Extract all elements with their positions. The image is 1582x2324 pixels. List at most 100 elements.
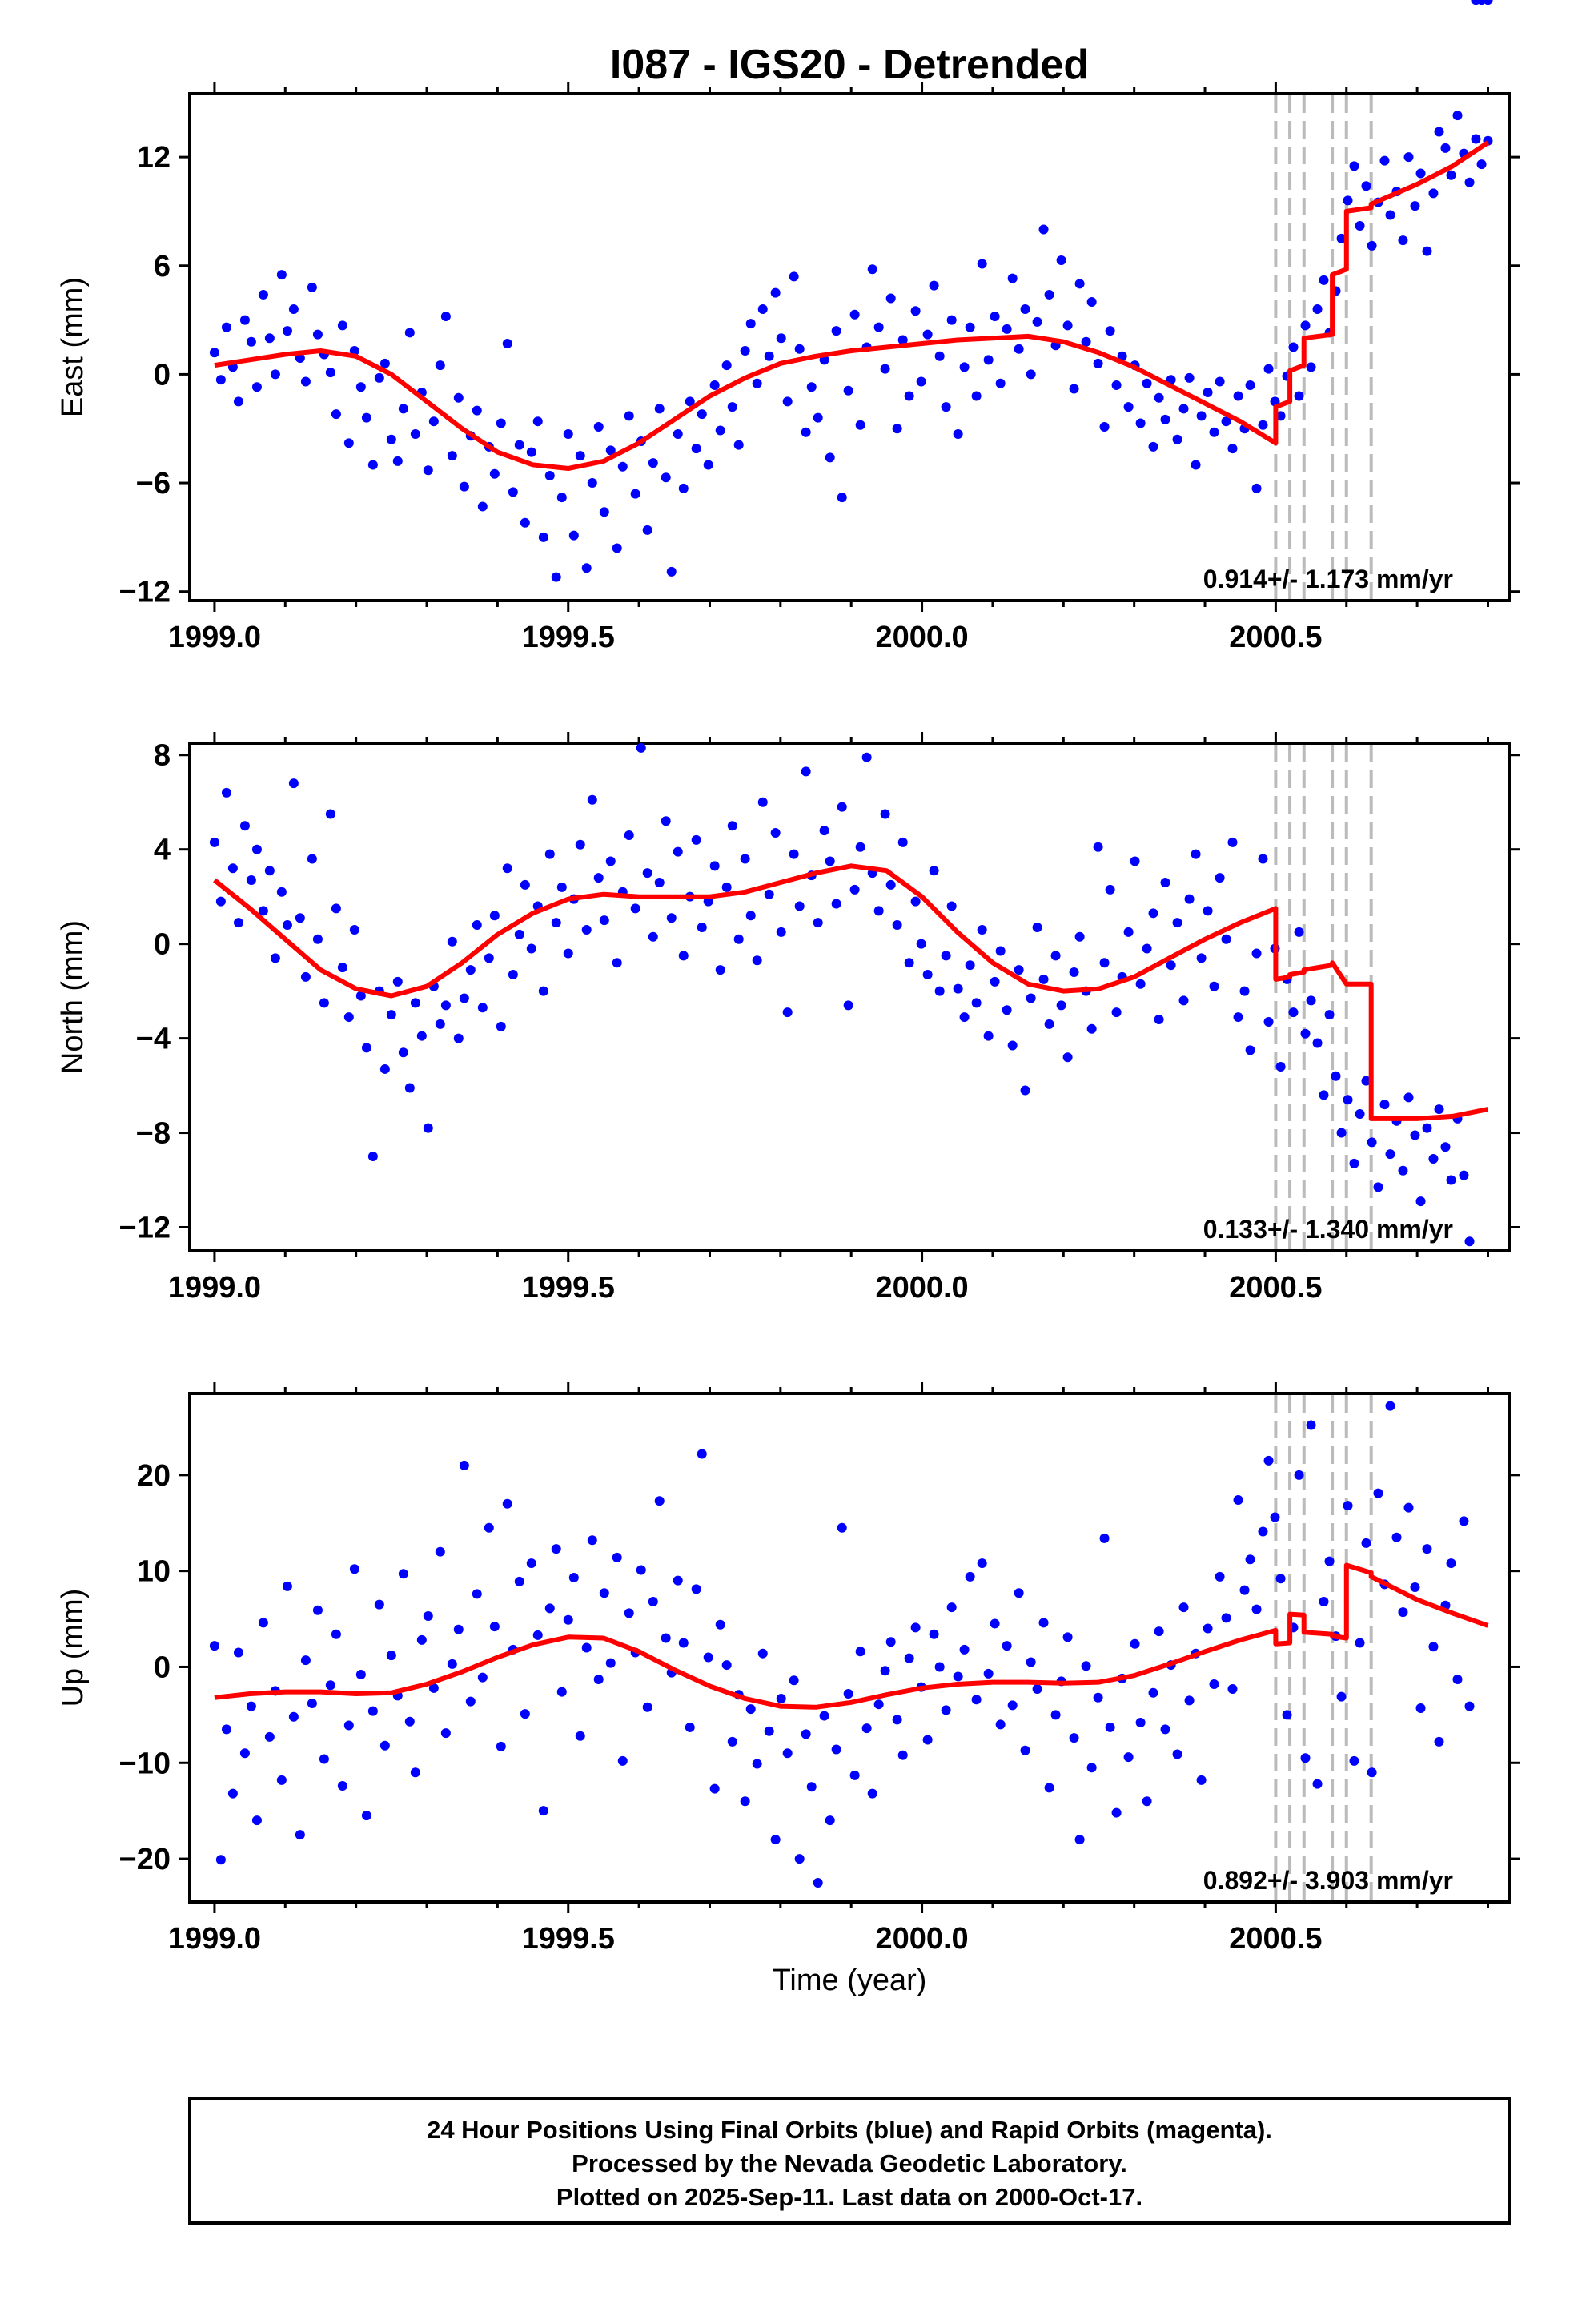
up-data-point (568, 1573, 579, 1583)
up-data-point (757, 1648, 768, 1659)
north-data-point (752, 955, 762, 966)
east-data-point (270, 369, 280, 380)
footer-box: 24 Hour Positions Using Final Orbits (bl… (188, 2097, 1511, 2225)
east-data-point (770, 287, 781, 298)
east-data-point (1471, 134, 1481, 144)
east-data-point (251, 382, 262, 392)
east-data-point (209, 348, 219, 358)
up-data-point (1130, 1638, 1140, 1649)
north-data-point (990, 976, 1000, 987)
up-data-point (1300, 1753, 1311, 1763)
north-data-point (343, 1012, 354, 1023)
north-data-point (1074, 931, 1085, 942)
north-data-point (995, 946, 1006, 956)
up-data-point (1086, 1763, 1097, 1773)
up-data-point (922, 1735, 933, 1745)
east-data-point (1343, 195, 1353, 206)
up-data-point (428, 1683, 439, 1693)
east-data-point (1081, 336, 1091, 347)
east-data-point (1191, 460, 1201, 470)
up-data-point (740, 1796, 750, 1807)
east-data-point (428, 416, 439, 427)
east-data-point (1111, 380, 1122, 390)
north-data-point (1227, 837, 1238, 847)
north-data-point (983, 1031, 994, 1041)
up-data-point (678, 1638, 689, 1648)
east-data-point (1415, 168, 1426, 179)
north-data-point (1263, 1016, 1274, 1027)
north-data-point (1166, 960, 1176, 971)
up-data-point (307, 1698, 317, 1708)
north-data-point (916, 939, 926, 949)
up-data-point (843, 1689, 853, 1699)
north-data-point (929, 866, 939, 876)
north-data-point (1336, 1128, 1347, 1138)
east-data-point (386, 434, 396, 444)
north-model-line (213, 863, 1489, 1121)
east-data-point (1178, 404, 1189, 414)
east-data-point (1336, 233, 1347, 243)
east-data-point (1476, 159, 1487, 170)
east-data-point (1172, 434, 1182, 444)
north-data-point (526, 943, 536, 954)
east-data-point (1440, 143, 1451, 153)
east-data-point (752, 378, 762, 388)
east-data-point (563, 429, 573, 440)
north-data-point (514, 929, 524, 939)
up-data-point (715, 1619, 725, 1630)
up-data-point (1367, 1767, 1377, 1778)
north-data-point (1014, 965, 1024, 975)
north-data-point (849, 884, 860, 895)
footer-line-3: Plotted on 2025-Sep-11. Last data on 200… (556, 2183, 1142, 2211)
east-data-point (453, 392, 464, 403)
east-data-point (288, 304, 299, 315)
up-data-point (386, 1651, 396, 1661)
east-data-point (1135, 418, 1146, 428)
x-axis-label: Time (year) (773, 1964, 927, 1997)
up-data-point (502, 1498, 512, 1509)
east-data-point (1154, 392, 1164, 403)
east-data-point (910, 306, 921, 316)
east-data-point (472, 405, 482, 416)
up-data-point (251, 1815, 262, 1826)
up-data-point (776, 1694, 786, 1703)
east-data-point (666, 566, 677, 577)
up-data-point (1398, 1607, 1408, 1618)
east-data-point (727, 402, 737, 412)
north-y-tick-label: 4 (154, 834, 171, 867)
up-data-point (563, 1614, 573, 1625)
up-data-point (544, 1603, 555, 1614)
north-data-point (934, 986, 945, 996)
east-data-point (361, 412, 371, 423)
east-data-point (282, 326, 292, 336)
north-data-point (1050, 951, 1061, 961)
up-data-point (1373, 1488, 1383, 1498)
north-data-point (1233, 1012, 1243, 1023)
north-panel: 1999.0 1999.5 2000.0 2000.5 −12 −8 −4 0 4 8 North … (56, 0, 1520, 1305)
up-data-point (1209, 1679, 1219, 1690)
up-data-point (1434, 1736, 1444, 1747)
north-data-point (1367, 1137, 1377, 1148)
north-data-point (361, 1043, 371, 1053)
up-data-point (1196, 1775, 1207, 1785)
east-data-point (1306, 362, 1316, 372)
up-rate-text: 0.892+/- 3.903 mm/yr (1203, 1866, 1453, 1895)
east-data-point (605, 445, 616, 456)
north-data-point (1221, 934, 1231, 944)
north-data-point (459, 993, 469, 1003)
north-data-point (496, 1021, 506, 1031)
east-data-point (556, 493, 567, 503)
east-data-point (801, 427, 811, 437)
up-data-point (1319, 1596, 1329, 1606)
north-data-point (1178, 995, 1189, 1006)
north-data-point (1440, 1142, 1451, 1152)
north-data-point (1288, 1007, 1299, 1018)
east-data-point (685, 396, 695, 407)
up-data-point (288, 1711, 299, 1722)
north-data-point (1105, 884, 1115, 895)
east-data-point (697, 409, 707, 420)
up-y-tick-label: 0 (154, 1651, 171, 1684)
north-data-point (227, 863, 238, 874)
up-data-point (880, 1666, 890, 1676)
east-data-point (1428, 188, 1439, 199)
